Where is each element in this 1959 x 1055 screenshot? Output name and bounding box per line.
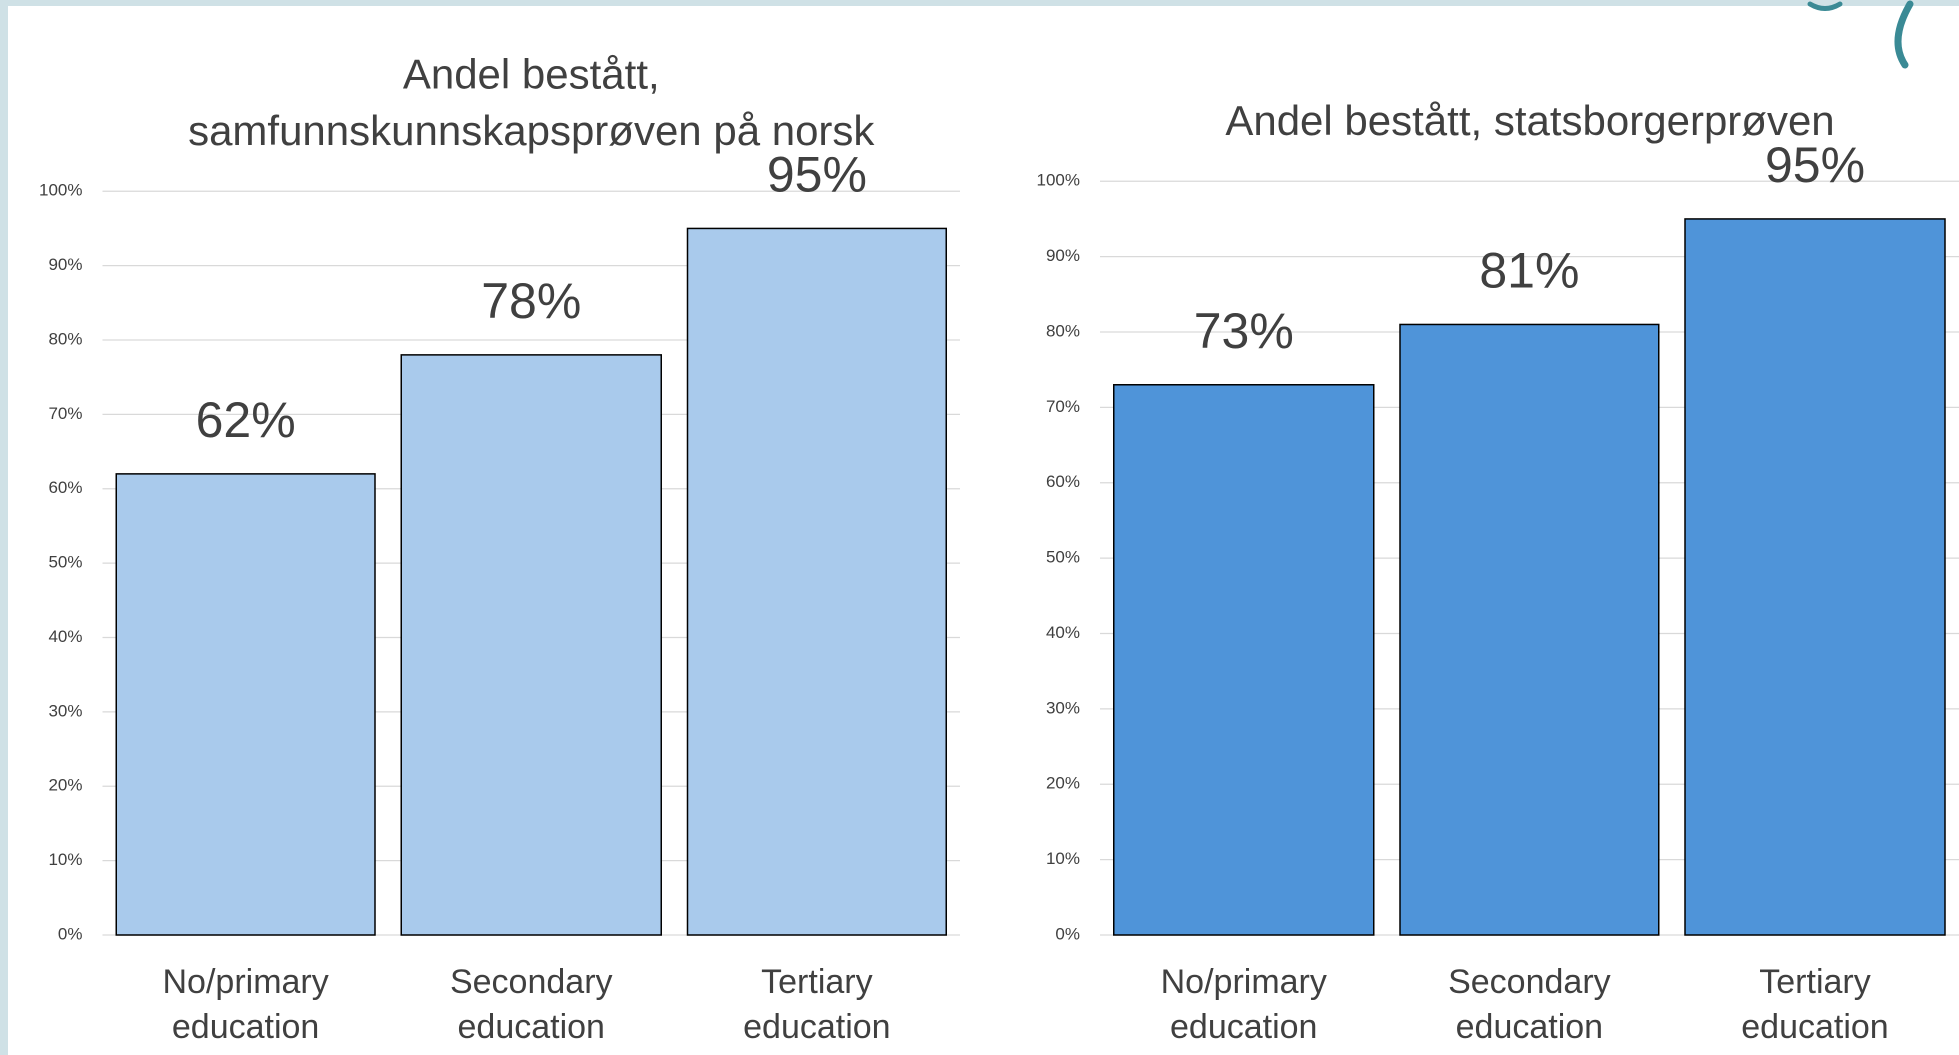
y-tick-label: 30% — [48, 701, 82, 720]
y-tick-label: 80% — [48, 329, 82, 348]
chart-title: Andel bestått, — [403, 51, 660, 98]
y-tick-label: 70% — [48, 404, 82, 423]
y-tick-label: 40% — [1046, 623, 1080, 642]
y-tick-label: 10% — [48, 850, 82, 869]
y-tick-label: 40% — [48, 627, 82, 646]
y-tick-label: 60% — [48, 478, 82, 497]
y-tick-label: 0% — [1055, 924, 1080, 943]
chart-title: Andel bestått, statsborgerprøven — [1225, 97, 1834, 144]
y-tick-label: 10% — [1046, 849, 1080, 868]
data-label: 95% — [1765, 137, 1865, 193]
y-tick-label: 0% — [58, 924, 83, 943]
y-tick-label: 50% — [1046, 548, 1080, 567]
y-tick-label: 20% — [1046, 774, 1080, 793]
data-label: 95% — [767, 147, 867, 203]
y-tick-label: 70% — [1046, 397, 1080, 416]
top-border — [0, 0, 1959, 6]
bar — [1685, 219, 1945, 935]
y-tick-label: 50% — [48, 553, 82, 572]
y-tick-label: 20% — [48, 776, 82, 795]
bar — [1114, 385, 1374, 935]
bar — [1400, 324, 1659, 935]
data-label: 81% — [1479, 243, 1579, 299]
data-label: 73% — [1194, 303, 1294, 359]
bar — [116, 474, 375, 935]
y-tick-label: 90% — [1046, 246, 1080, 265]
bar — [401, 355, 661, 935]
y-tick-label: 90% — [48, 255, 82, 274]
data-label: 78% — [481, 273, 581, 329]
y-tick-label: 100% — [39, 181, 82, 200]
y-tick-label: 30% — [1046, 698, 1080, 717]
data-label: 62% — [196, 392, 296, 448]
left-border — [0, 0, 8, 1055]
y-tick-label: 60% — [1046, 472, 1080, 491]
y-tick-label: 100% — [1037, 171, 1080, 190]
y-tick-label: 80% — [1046, 321, 1080, 340]
screen: Andel bestått,samfunnskunnskapsprøven på… — [0, 0, 1959, 1055]
bar — [688, 228, 947, 935]
